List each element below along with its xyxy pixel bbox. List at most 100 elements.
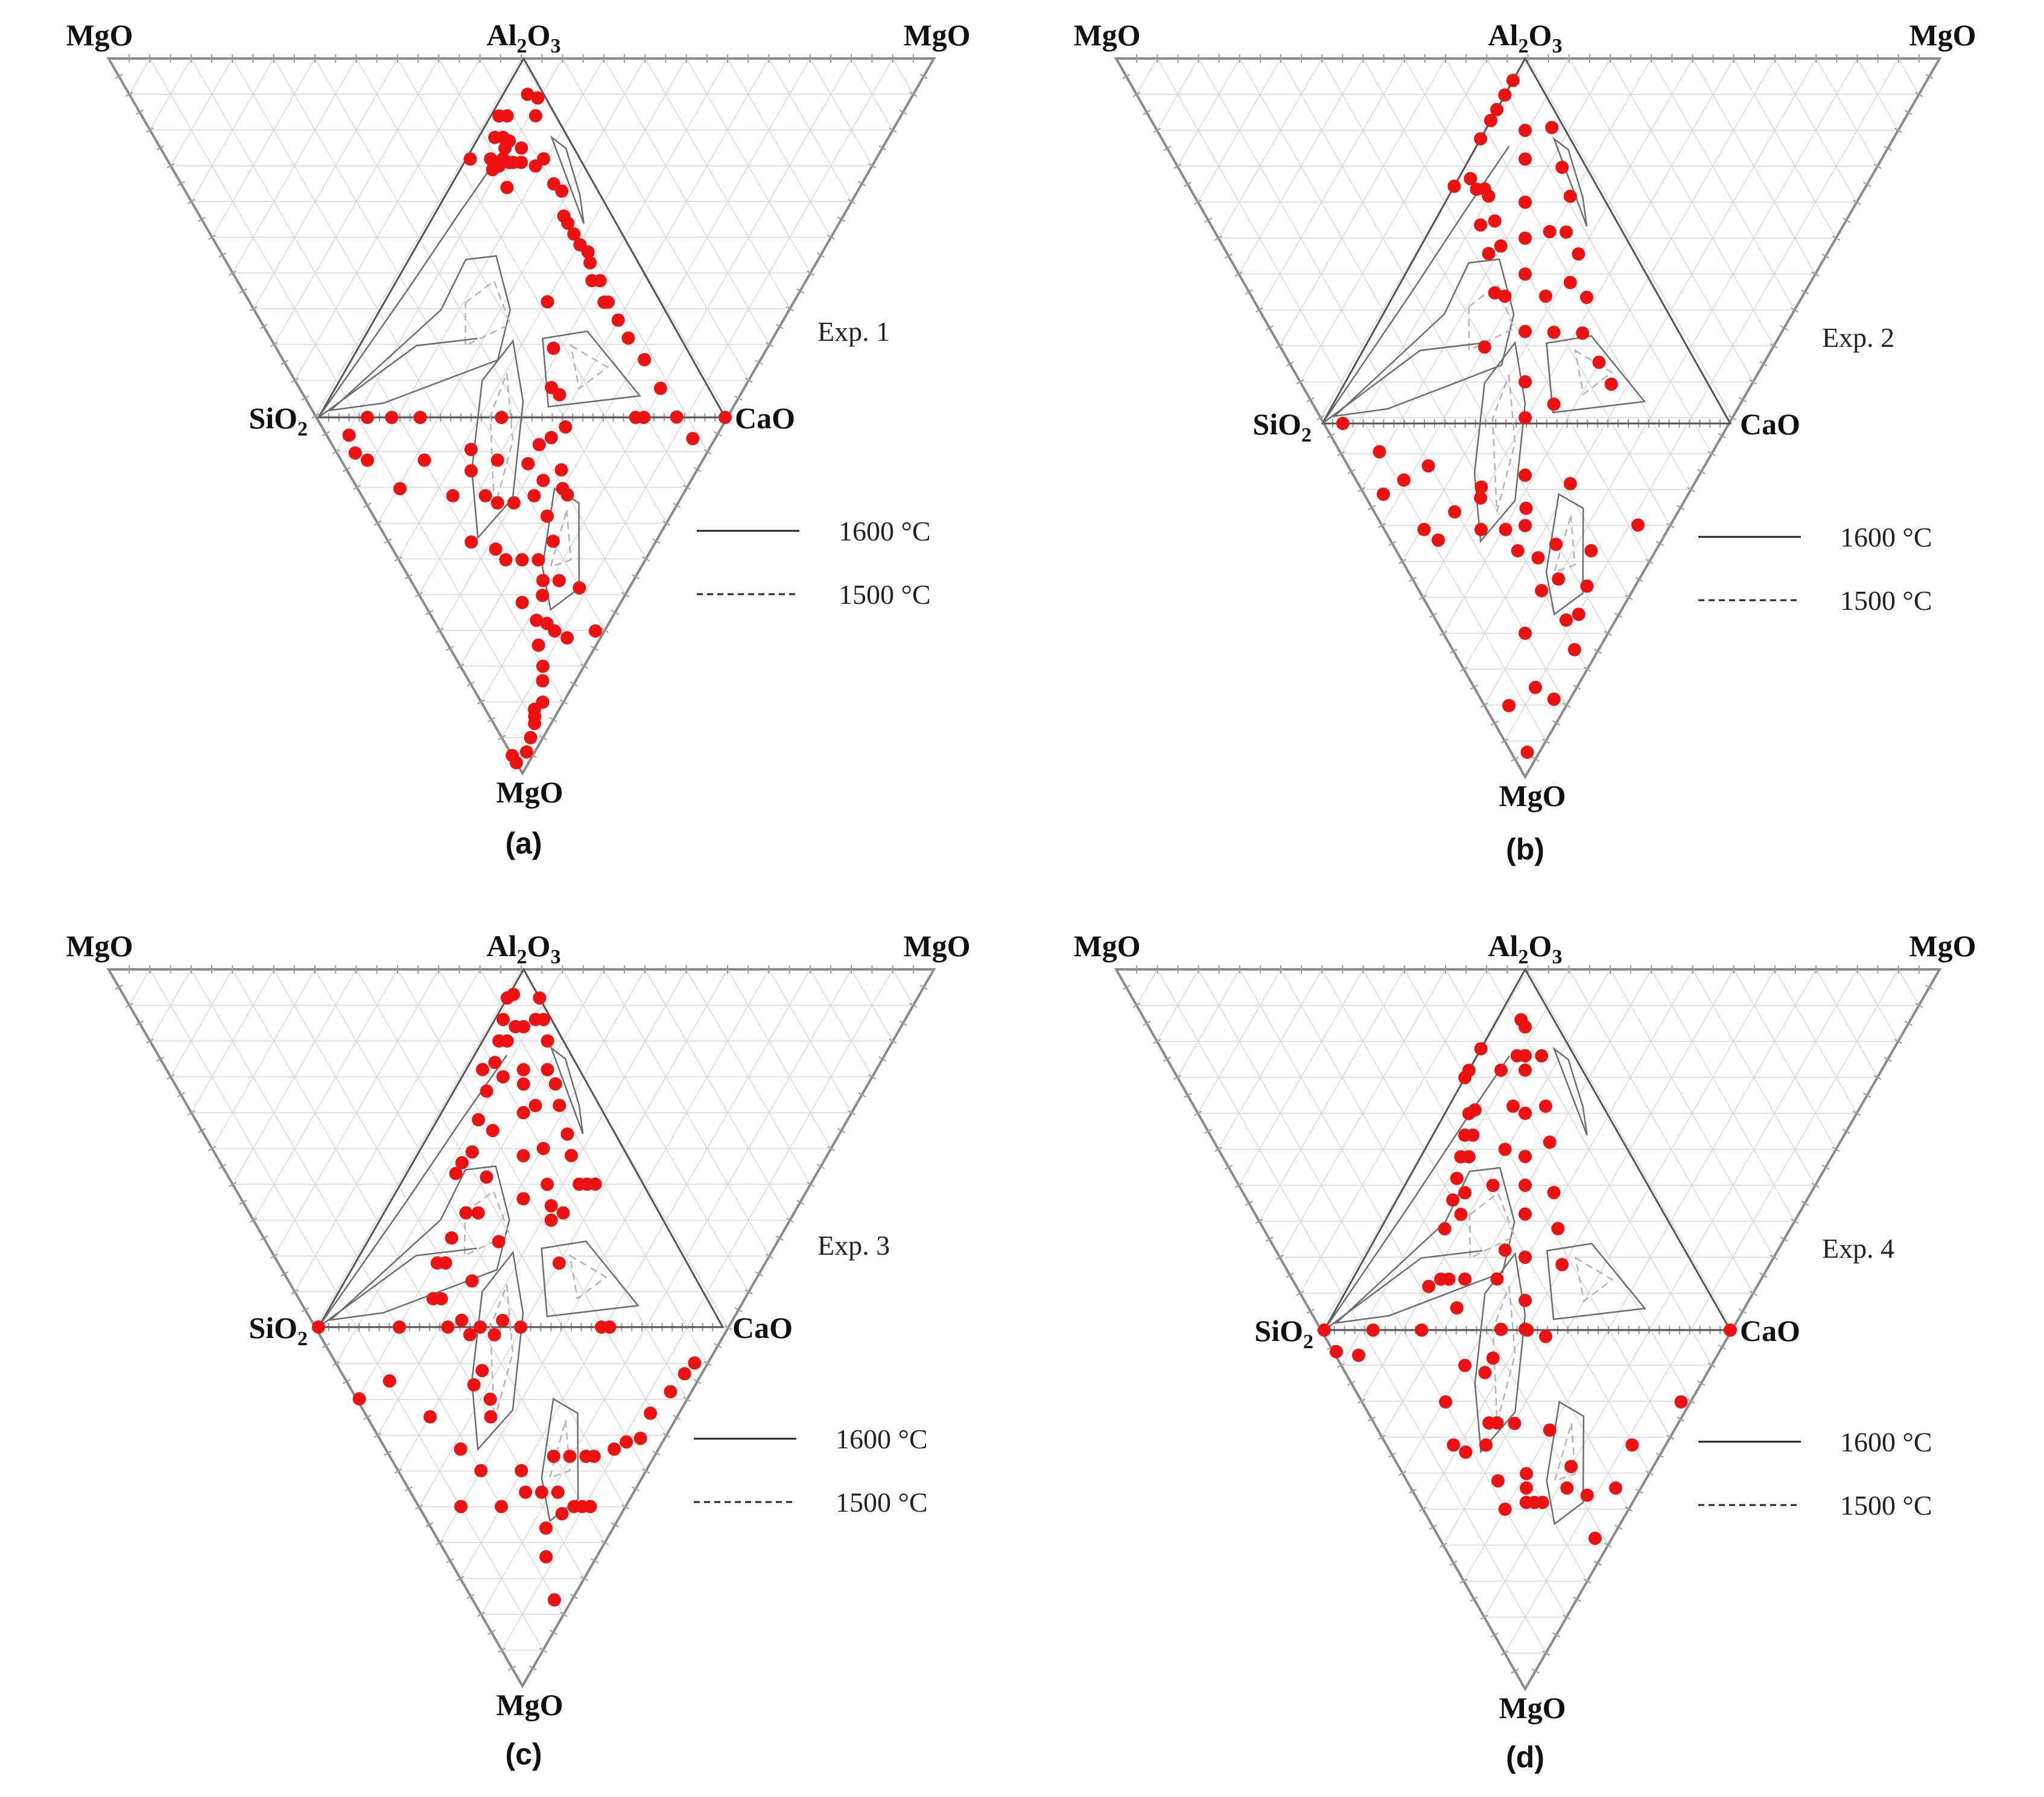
data-point xyxy=(521,87,535,101)
data-point xyxy=(1498,1143,1512,1156)
experiment-label: Exp. 4 xyxy=(1822,1233,1894,1264)
data-point xyxy=(1474,522,1488,536)
edge-ticks xyxy=(115,965,928,1671)
data-point xyxy=(1592,355,1606,369)
data-point xyxy=(544,1213,558,1227)
data-points xyxy=(1336,74,1645,759)
data-point xyxy=(536,659,550,673)
legend-label-1600: 1600 °C xyxy=(836,1424,928,1454)
vertex-label-mgo-top-left: MgO xyxy=(66,929,133,963)
data-point xyxy=(490,453,504,467)
liquidus-regions xyxy=(317,135,642,611)
data-point xyxy=(519,1485,533,1499)
data-point xyxy=(488,1056,502,1070)
data-point xyxy=(1567,643,1581,656)
data-point xyxy=(475,1063,489,1077)
data-point xyxy=(486,1124,500,1138)
data-point xyxy=(536,674,550,688)
vertex-label-sio2: SiO2​ xyxy=(249,1311,308,1350)
data-point xyxy=(516,1077,530,1091)
data-point xyxy=(686,432,700,446)
data-point xyxy=(1486,1179,1500,1193)
data-point xyxy=(1535,1495,1549,1509)
data-point xyxy=(483,1392,497,1406)
data-point xyxy=(514,1320,527,1334)
data-point xyxy=(499,553,513,566)
data-point xyxy=(1543,1135,1557,1149)
data-point xyxy=(1454,1208,1468,1222)
data-point xyxy=(1520,1481,1533,1495)
data-point xyxy=(1446,1193,1460,1207)
data-point xyxy=(1458,1358,1472,1372)
data-point xyxy=(1336,417,1350,430)
data-point xyxy=(561,217,575,230)
data-point xyxy=(1506,74,1520,87)
data-point xyxy=(532,438,546,452)
data-point xyxy=(312,1320,325,1334)
subplot-caption: (c) xyxy=(505,1737,542,1771)
data-point xyxy=(1519,325,1532,338)
data-point xyxy=(489,542,503,556)
grid-lines xyxy=(1136,969,1920,1654)
data-point xyxy=(536,589,550,602)
data-point xyxy=(587,1450,601,1463)
data-point xyxy=(536,574,550,588)
data-point xyxy=(348,446,362,460)
legend-label-1500: 1500 °C xyxy=(1840,1490,1932,1521)
data-point xyxy=(1555,160,1569,174)
data-point xyxy=(536,1141,550,1155)
legend-label-1500: 1500 °C xyxy=(836,1487,928,1518)
data-point xyxy=(1519,1020,1532,1034)
data-point xyxy=(564,1149,578,1162)
data-point xyxy=(1519,519,1532,533)
data-point xyxy=(1519,1178,1532,1192)
data-point xyxy=(1482,247,1496,261)
data-point xyxy=(1474,218,1488,232)
data-point xyxy=(1484,113,1497,127)
data-point xyxy=(1549,537,1563,551)
data-point xyxy=(1447,179,1461,193)
data-point xyxy=(560,631,574,645)
data-point xyxy=(1519,1207,1532,1221)
data-point xyxy=(1543,225,1557,238)
vertex-label-cao: CaO xyxy=(1740,1314,1800,1348)
data-point xyxy=(1625,1438,1639,1452)
data-point xyxy=(445,1231,459,1245)
data-point xyxy=(1580,579,1594,593)
data-point xyxy=(1572,607,1585,621)
legend: 1600 °C 1500 °C xyxy=(697,516,931,610)
data-point xyxy=(1366,1323,1380,1337)
data-point xyxy=(1434,1272,1448,1286)
data-point xyxy=(1464,172,1477,186)
data-point xyxy=(1447,1438,1461,1452)
data-point xyxy=(664,1385,678,1399)
data-point xyxy=(515,1464,528,1477)
data-point xyxy=(653,381,667,395)
data-point xyxy=(588,1177,602,1191)
data-point xyxy=(1519,1293,1532,1307)
data-point xyxy=(1490,103,1503,116)
data-point xyxy=(1486,1351,1500,1365)
legend: 1600 °C 1500 °C xyxy=(1698,522,1932,616)
data-point xyxy=(588,624,602,638)
data-point xyxy=(484,1410,498,1424)
legend: 1600 °C 1500 °C xyxy=(694,1424,928,1518)
data-point xyxy=(1519,626,1532,640)
data-point xyxy=(547,1450,560,1463)
legend-label-1500: 1500 °C xyxy=(839,579,931,610)
data-point xyxy=(1450,1171,1464,1185)
data-point xyxy=(521,457,535,471)
experiment-label: Exp. 1 xyxy=(817,316,890,347)
data-point xyxy=(471,1206,485,1220)
data-point xyxy=(1482,189,1496,203)
data-point xyxy=(516,1106,530,1120)
data-point xyxy=(1519,267,1532,281)
data-point xyxy=(1535,1049,1549,1063)
data-point xyxy=(475,1364,489,1378)
data-point xyxy=(515,156,528,170)
data-point xyxy=(546,534,560,548)
data-point xyxy=(541,1063,554,1077)
data-point xyxy=(1468,1103,1482,1117)
data-point xyxy=(620,1435,633,1449)
data-point xyxy=(528,109,542,122)
